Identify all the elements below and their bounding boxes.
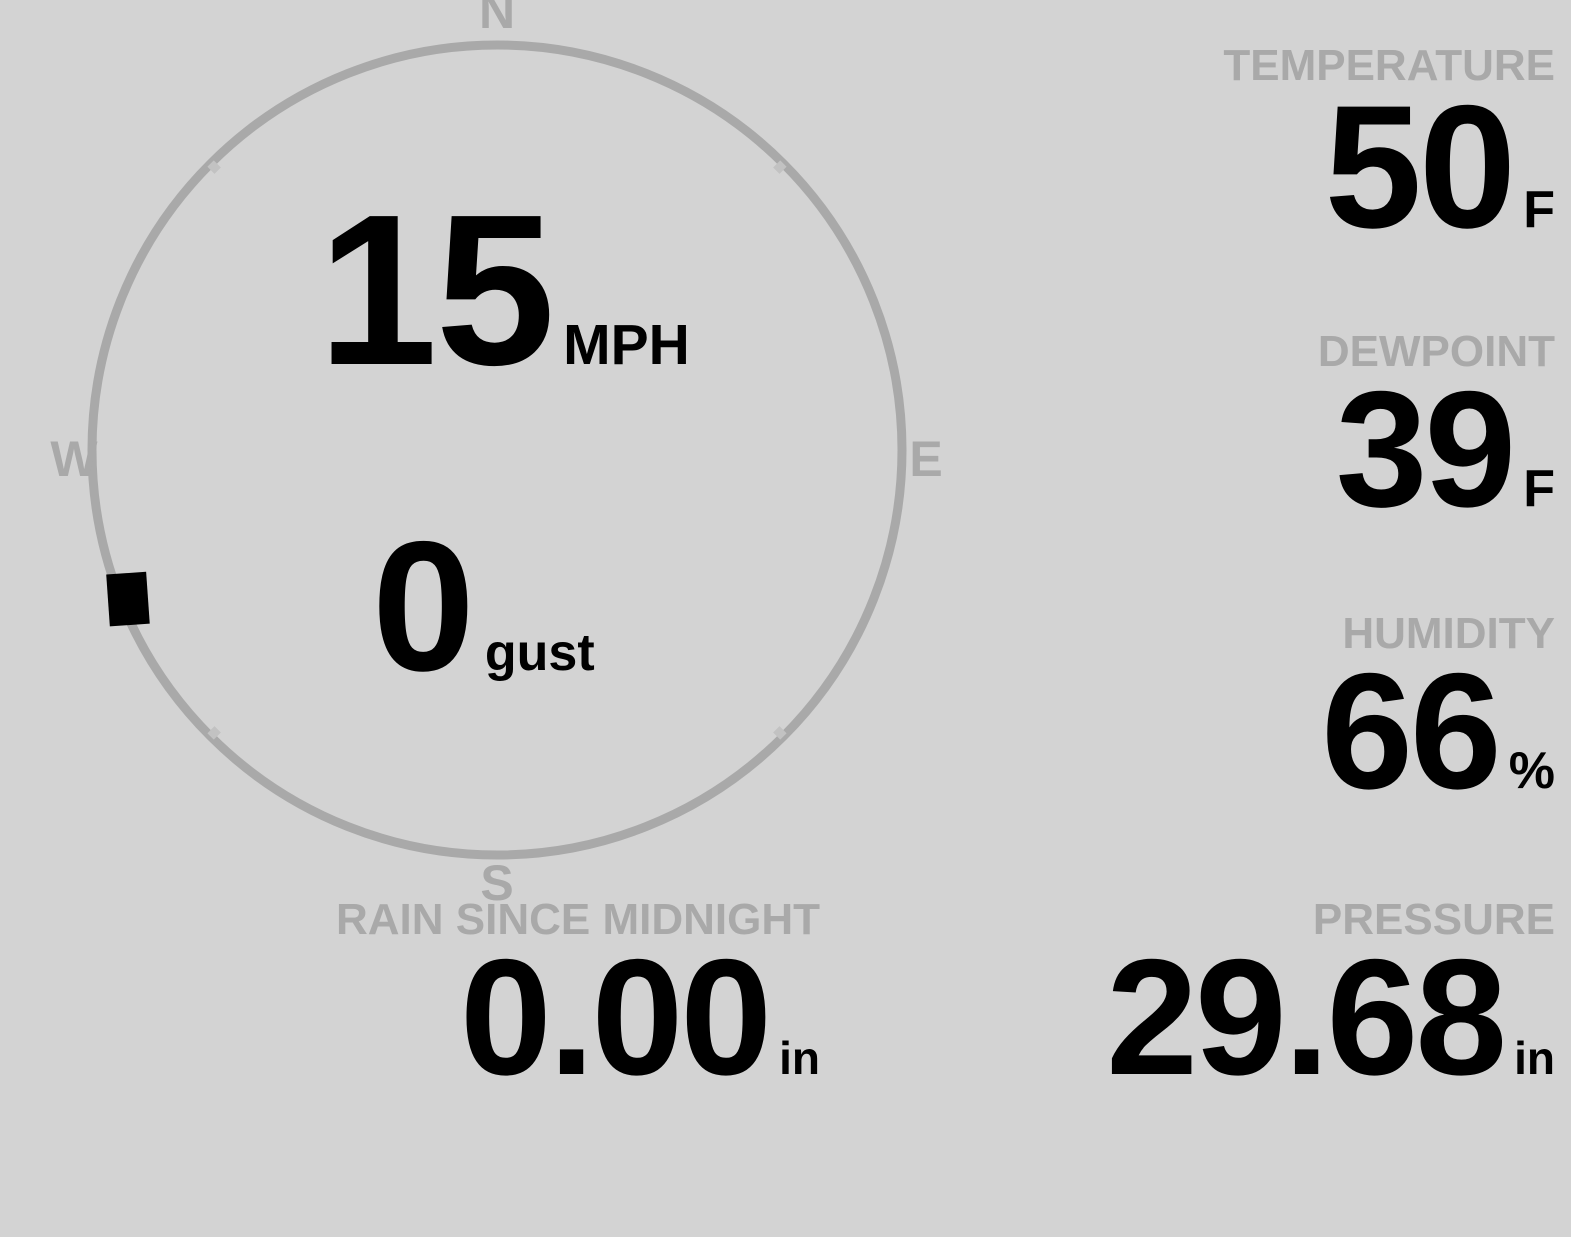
wind-speed-readout: 15 MPH: [318, 169, 690, 410]
dewpoint-label: DEWPOINT: [1317, 327, 1555, 376]
wind-compass: N E S W 15 MPH 0 gust: [0, 0, 995, 908]
pressure-unit: in: [1514, 1032, 1555, 1084]
humidity-value-row: 66 %: [1321, 639, 1555, 823]
pressure-value-row: 29.68 in: [1106, 925, 1555, 1109]
wind-direction-marker: [106, 571, 150, 627]
humidity-unit: %: [1508, 742, 1555, 800]
compass-label-east: E: [909, 431, 943, 487]
metric-dewpoint: DEWPOINT 39 F: [1317, 327, 1555, 541]
wind-speed-unit: MPH: [563, 313, 690, 377]
wind-gust-value: 0: [372, 504, 475, 710]
temperature-unit: F: [1523, 181, 1555, 239]
wind-gust-unit: gust: [484, 624, 595, 682]
compass-dial-svg: [87, 40, 907, 860]
rain-value: 0.00: [459, 925, 772, 1109]
pressure-value: 29.68: [1106, 925, 1507, 1109]
compass-label-north: N: [478, 0, 516, 39]
metric-temperature: TEMPERATURE 50 F: [1223, 41, 1555, 265]
temperature-value-row: 50 F: [1223, 70, 1555, 265]
metric-pressure: PRESSURE 29.68 in: [1106, 895, 1555, 1109]
metric-rain-since-midnight: RAIN SINCE MIDNIGHT 0.00 in: [0, 895, 820, 1109]
dewpoint-unit: F: [1523, 460, 1555, 518]
rain-unit: in: [779, 1032, 820, 1084]
dewpoint-value-row: 39 F: [1318, 357, 1555, 541]
temperature-label: TEMPERATURE: [1223, 41, 1555, 90]
dewpoint-value: 39: [1335, 357, 1517, 541]
humidity-value: 66: [1321, 639, 1502, 823]
humidity-label: HUMIDITY: [1342, 609, 1555, 658]
temperature-value: 50: [1324, 70, 1517, 265]
wind-speed-value: 15: [318, 169, 555, 410]
wind-gust-readout: 0 gust: [372, 504, 595, 710]
compass-tick-marks: [207, 160, 787, 740]
rain-label: RAIN SINCE MIDNIGHT: [336, 895, 820, 944]
compass-ring: [87, 40, 907, 860]
compass-label-west: W: [50, 431, 98, 487]
metric-humidity: HUMIDITY 66 %: [1321, 609, 1555, 823]
pressure-label: PRESSURE: [1312, 895, 1555, 944]
compass-label-south: S: [480, 855, 514, 911]
rain-value-row: 0.00 in: [0, 925, 820, 1109]
